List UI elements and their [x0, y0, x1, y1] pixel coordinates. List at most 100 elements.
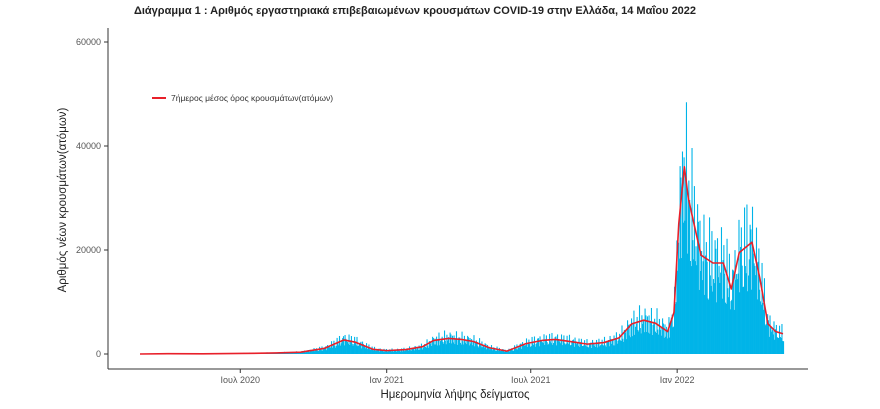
daily-bar — [384, 351, 386, 354]
daily-bar — [503, 351, 505, 354]
daily-bar — [634, 334, 636, 354]
daily-bar — [716, 302, 718, 354]
daily-bar — [748, 259, 750, 354]
daily-bar — [652, 324, 654, 354]
daily-bar — [419, 349, 421, 354]
daily-bar — [774, 339, 776, 354]
daily-bar — [732, 270, 734, 354]
daily-bar — [685, 102, 688, 354]
daily-bar — [520, 343, 522, 354]
daily-bar — [552, 344, 554, 354]
daily-bar — [443, 330, 446, 354]
daily-bar — [370, 349, 372, 354]
daily-bar — [587, 346, 589, 354]
daily-bar — [285, 352, 287, 354]
daily-bar — [467, 335, 469, 354]
daily-bar — [331, 347, 333, 354]
daily-bar — [721, 298, 723, 354]
daily-bar — [469, 337, 471, 354]
daily-bar — [470, 343, 472, 354]
daily-bar — [672, 327, 674, 354]
daily-bar — [707, 298, 709, 354]
daily-bar — [766, 317, 768, 354]
daily-bar — [693, 186, 695, 354]
moving-average-line-group — [139, 166, 784, 355]
daily-bar — [309, 349, 311, 354]
daily-bar — [486, 349, 488, 354]
daily-bar — [386, 351, 388, 354]
daily-bar — [775, 324, 777, 354]
daily-bar — [405, 349, 407, 354]
daily-bar — [377, 348, 380, 354]
daily-bar — [690, 266, 692, 354]
daily-bar — [572, 340, 574, 354]
daily-bar — [336, 337, 338, 354]
daily-bar — [511, 349, 513, 354]
daily-bar — [372, 349, 374, 354]
daily-bar — [487, 348, 489, 354]
daily-bar — [624, 332, 626, 354]
daily-bar — [722, 260, 724, 354]
daily-bar — [671, 314, 673, 354]
daily-bar — [528, 339, 530, 354]
daily-bar — [477, 346, 479, 354]
daily-bar — [404, 351, 406, 354]
daily-bar — [670, 324, 672, 354]
daily-bar — [697, 221, 699, 354]
daily-bar — [337, 342, 339, 354]
daily-bar — [628, 335, 630, 354]
daily-bar — [780, 337, 782, 354]
daily-bar — [390, 351, 392, 354]
daily-bar — [696, 265, 698, 354]
daily-bar — [595, 346, 597, 354]
daily-bar — [763, 278, 765, 354]
daily-bar — [655, 333, 657, 354]
daily-bar — [650, 320, 652, 354]
daily-bar — [643, 332, 645, 354]
daily-bar — [570, 345, 572, 354]
daily-bar — [592, 339, 594, 354]
daily-bar — [459, 342, 462, 354]
daily-bar — [407, 349, 409, 354]
daily-bar — [687, 193, 689, 354]
daily-bar — [755, 275, 757, 354]
daily-bar — [734, 250, 736, 354]
daily-bar — [513, 350, 515, 354]
daily-bar — [576, 342, 578, 354]
daily-bar — [584, 345, 586, 354]
daily-bar — [758, 248, 760, 354]
daily-bar — [599, 345, 602, 354]
daily-bar — [600, 344, 602, 354]
daily-bar — [409, 349, 411, 354]
daily-bar — [532, 343, 534, 354]
daily-bar — [308, 352, 310, 354]
daily-bar — [741, 265, 743, 354]
daily-bar — [373, 346, 376, 354]
daily-bar — [491, 350, 493, 354]
daily-bar — [606, 340, 608, 354]
daily-bar — [463, 344, 465, 354]
daily-bar — [349, 345, 351, 354]
daily-bar — [676, 240, 678, 354]
daily-bar — [592, 342, 594, 354]
daily-bar — [486, 344, 489, 354]
daily-bar — [510, 349, 512, 354]
y-tick-label: 0 — [96, 349, 101, 359]
daily-bar — [579, 346, 581, 354]
daily-bar — [410, 350, 412, 354]
daily-bar — [506, 350, 508, 354]
daily-bar — [702, 261, 704, 354]
daily-bar — [704, 294, 706, 354]
daily-bar — [413, 350, 415, 354]
daily-bar — [510, 348, 512, 354]
daily-bar — [525, 338, 528, 354]
x-tick-label: Ιουλ 2020 — [221, 375, 260, 385]
x-ticks: Ιουλ 2020 Ιαν 2021 Ιουλ 2021 Ιαν 2022 — [221, 369, 695, 385]
daily-bar — [375, 350, 377, 354]
daily-bar — [367, 346, 369, 354]
daily-bar — [515, 349, 517, 354]
daily-bar — [708, 299, 710, 354]
daily-bar — [767, 320, 769, 354]
daily-bar — [430, 341, 432, 354]
daily-bar — [557, 339, 559, 354]
